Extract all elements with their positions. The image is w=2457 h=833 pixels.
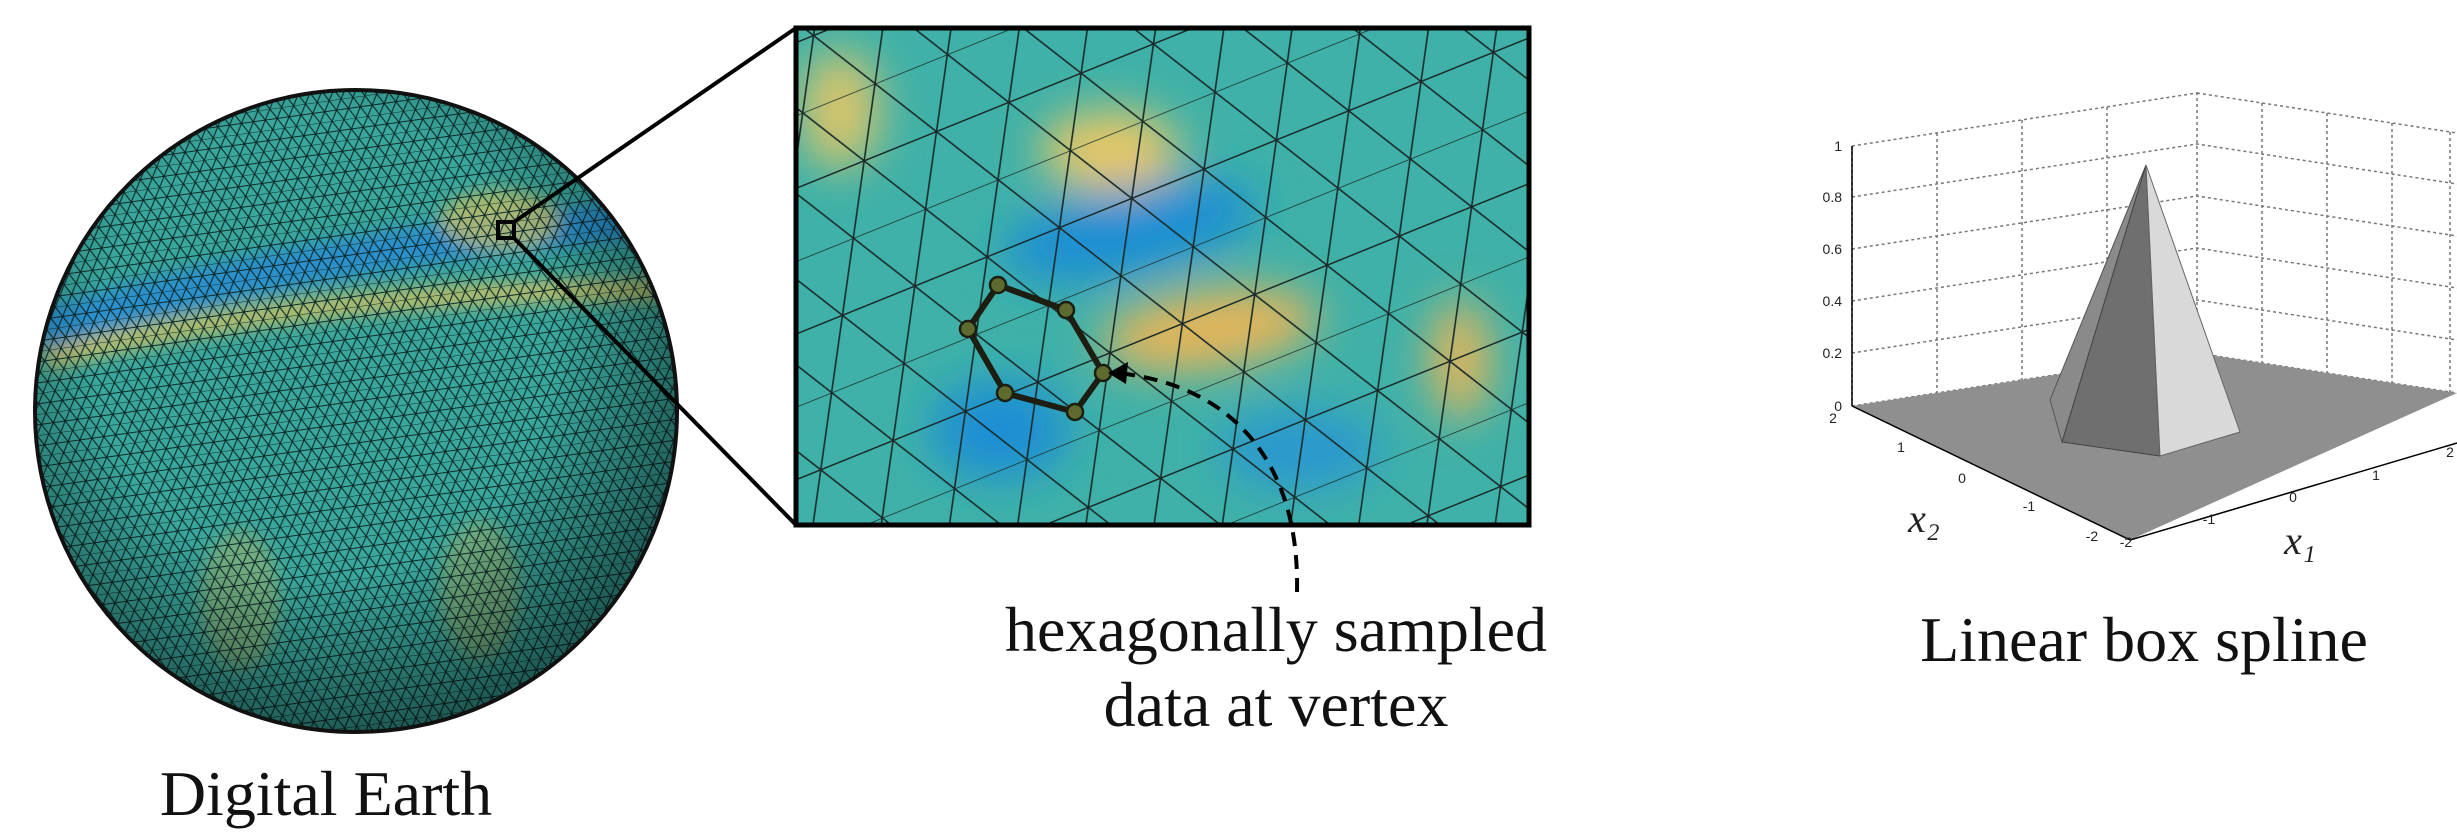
tick-label: 1: [1897, 439, 1905, 455]
tick-label: 0: [2289, 489, 2297, 505]
annotation: hexagonally sampled: [1005, 594, 1547, 665]
pyramid-face: [2146, 165, 2240, 456]
tick-label: 0.2: [1823, 345, 1843, 361]
caption: Linear box spline: [1920, 604, 2368, 675]
tick-label: 1: [1834, 138, 1842, 154]
box-spline-plot: [1852, 93, 2457, 540]
tick-label: -1: [2023, 498, 2036, 514]
tick-label: -2: [2086, 528, 2099, 544]
tick-label: 1: [2372, 467, 2380, 483]
axis-label: x₂: [1907, 496, 1940, 541]
tick-label: -2: [2120, 534, 2133, 550]
tick-label: 2: [2446, 444, 2454, 460]
tick-label: 0.6: [1823, 241, 1843, 257]
zoom-view: [796, 28, 1529, 525]
axis-label: x₁: [2283, 518, 2316, 563]
tick-label: 0: [1958, 470, 1966, 486]
caption: Digital Earth: [160, 758, 492, 829]
zoom-line: [514, 28, 796, 222]
tick-label: -1: [2203, 511, 2216, 527]
figure: 10.80.60.40.20210-1-2-2-1012 Digital Ear…: [0, 0, 2457, 833]
annotation: data at vertex: [1104, 669, 1449, 740]
tick-label: 2: [1829, 410, 1837, 426]
tick-label: 0.8: [1823, 189, 1843, 205]
tick-label: 0.4: [1823, 293, 1843, 309]
pyramid-face: [2062, 165, 2160, 456]
